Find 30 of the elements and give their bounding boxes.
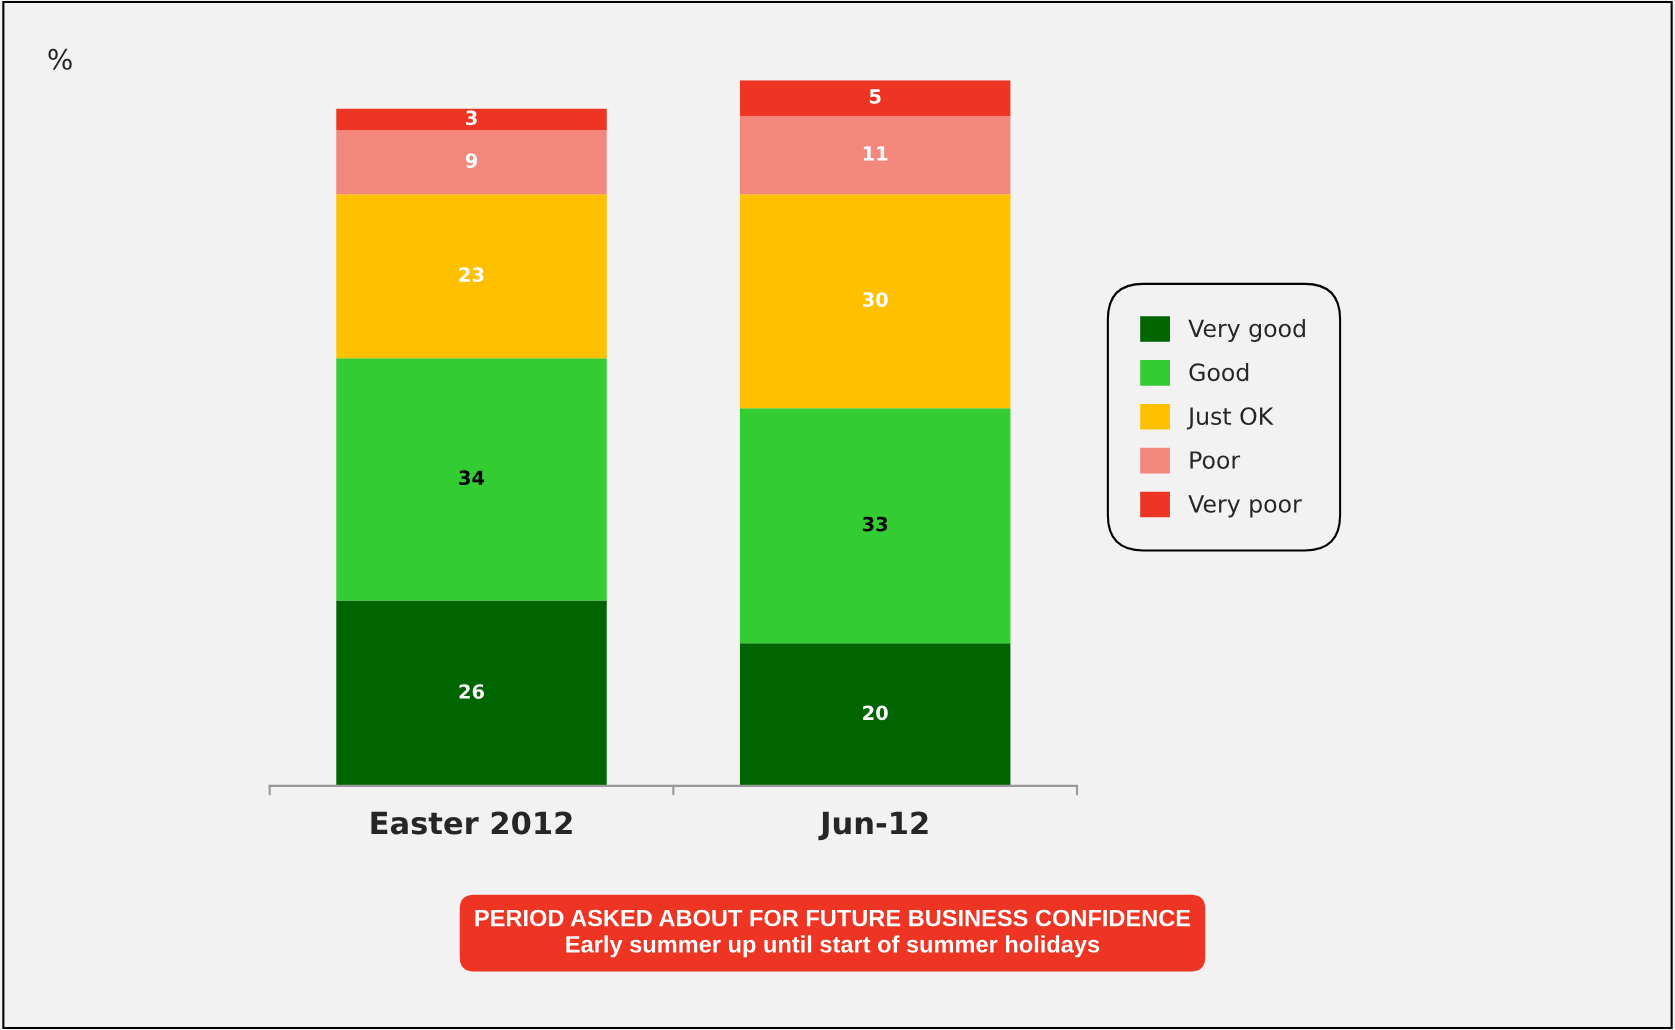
- data-label: 34: [459, 470, 485, 486]
- text: %: [48, 48, 72, 70]
- data-label: 26: [459, 684, 484, 699]
- data-label: 30: [862, 292, 888, 307]
- x-tick-label: Easter 2012: [371, 811, 572, 835]
- data-label: 11: [863, 146, 888, 161]
- bar: [336, 130, 607, 195]
- legend-label: Poor: [1190, 451, 1241, 469]
- text: Early summer up until start of summer holidays: [566, 935, 1100, 958]
- bar: [336, 108, 607, 131]
- bar: [739, 194, 1011, 409]
- x-tick-label: Jun-12: [818, 811, 928, 841]
- bar: [739, 115, 1011, 195]
- bar: [336, 600, 607, 786]
- data-label: 23: [459, 267, 484, 282]
- bar: [336, 358, 607, 601]
- bar: [336, 194, 607, 359]
- legend-label: Very good: [1188, 319, 1305, 342]
- legend-label: Very poor: [1188, 495, 1302, 518]
- text: PERIOD ASKED ABOUT FOR FUTURE BUSINESS CONFIDENCE: [475, 909, 1191, 927]
- legend-label: Good: [1189, 362, 1249, 382]
- data-label: 33: [862, 516, 888, 532]
- data-label: 20: [863, 705, 888, 721]
- data-label: 5: [869, 89, 881, 104]
- data-label: 3: [466, 110, 477, 126]
- data-label: 9: [465, 153, 478, 168]
- bar: [739, 408, 1011, 644]
- bar: [739, 643, 1011, 786]
- legend-label: Just OK: [1186, 407, 1274, 430]
- bar: [739, 80, 1011, 116]
